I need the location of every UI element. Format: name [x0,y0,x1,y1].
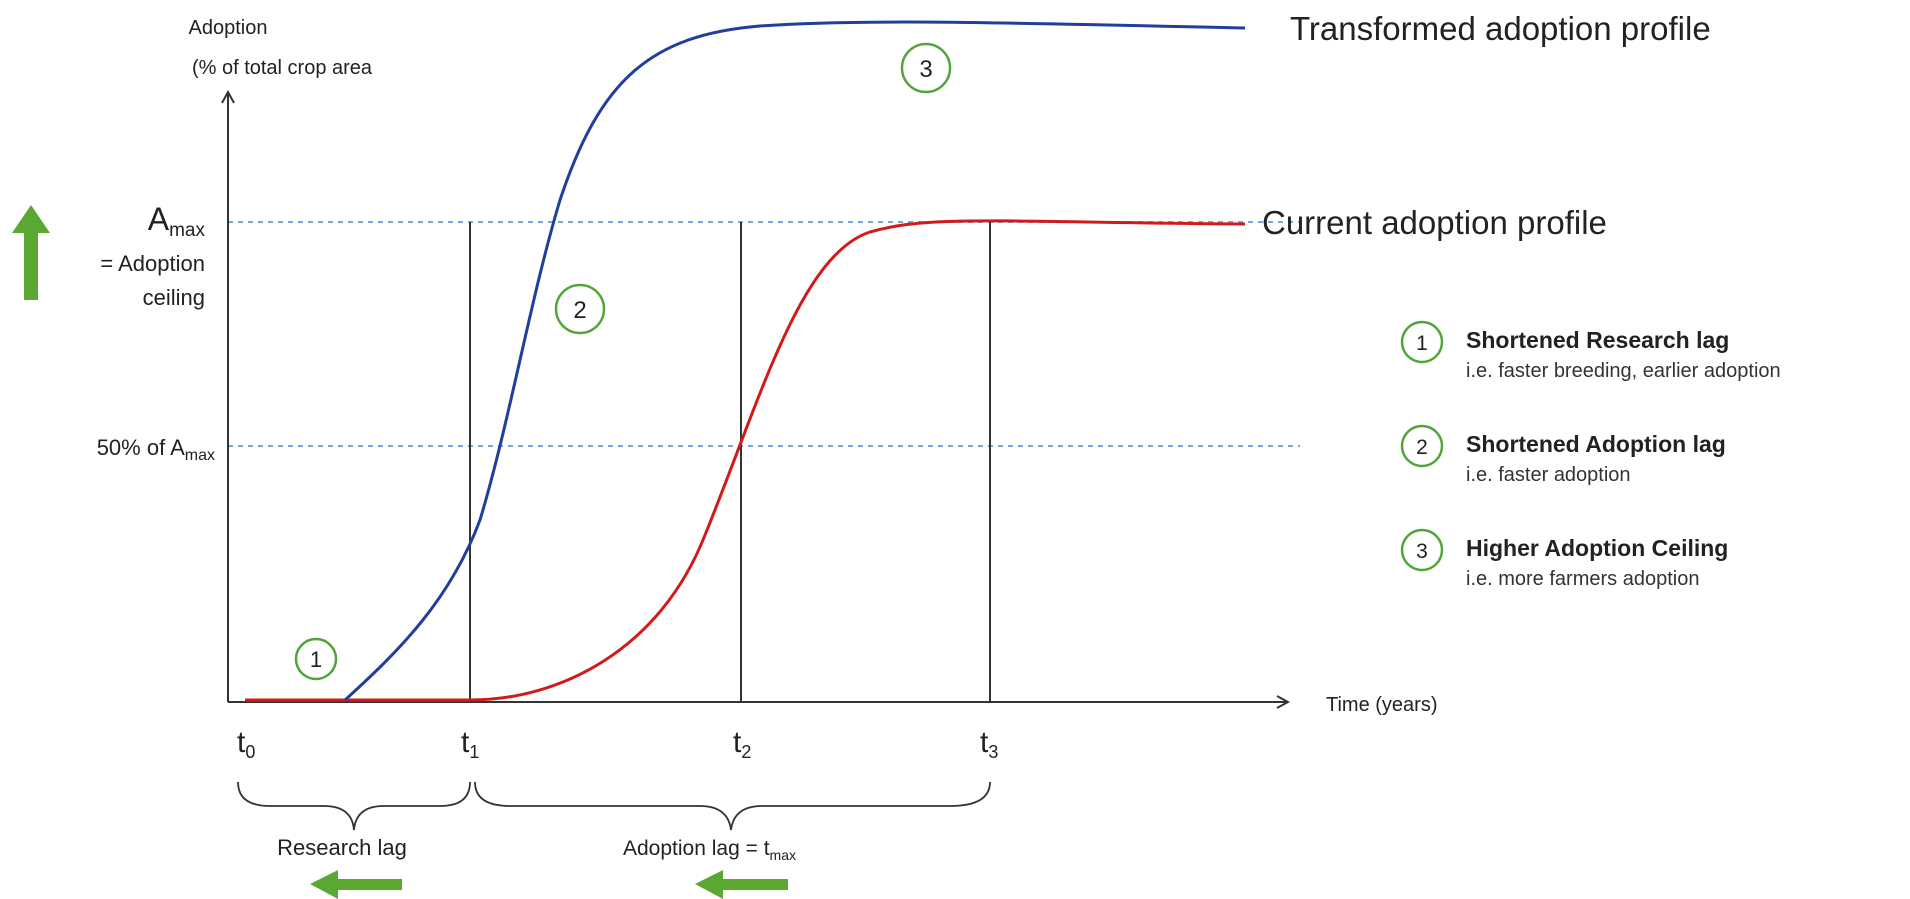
transformed-adoption-curve [343,20,1246,702]
tick-t0: t0 [237,726,255,762]
tick-t2: t2 [733,726,751,762]
tick-t1: t1 [461,726,479,762]
increase-ceiling-arrow [12,205,50,300]
legend-item-3: Higher Adoption Ceiling i.e. more farmer… [1466,534,1910,592]
legend-desc-2: i.e. faster adoption [1466,464,1631,486]
legend-title-2: Shortened Adoption lag [1466,431,1726,457]
shorten-adoption-lag-arrow [695,870,788,899]
legend-desc-3: i.e. more farmers adoption [1466,568,1700,590]
y-axis-title-line1: Adoption [189,17,268,39]
svg-text:3: 3 [1416,540,1428,563]
adoption-lag-brace [474,781,991,831]
transformed-profile-label: Transformed adoption profile [1290,10,1711,47]
current-profile-label: Current adoption profile [1262,204,1607,241]
x-axis-title: Time (years) [1326,694,1437,716]
legend-circle-3: 3 [1400,528,1444,572]
amax-desc-line2: ceiling [143,285,205,310]
svg-text:2: 2 [573,297,586,324]
research-lag-label: Research lag [277,835,407,860]
legend-title-3: Higher Adoption Ceiling [1466,535,1729,561]
current-adoption-curve [245,219,1246,702]
legend-title-1: Shortened Research lag [1466,327,1730,353]
svg-text:1: 1 [310,647,322,672]
shorten-research-lag-arrow [310,870,402,899]
svg-text:1: 1 [1416,332,1428,355]
marker-1: 1 [294,637,338,681]
y-axis-title-line2: (% of total crop area [192,57,373,79]
legend-item-1: Shortened Research lag i.e. faster breed… [1466,326,1910,384]
svg-text:2: 2 [1416,436,1428,459]
legend-circle-2: 2 [1400,424,1444,468]
tick-t3: t3 [980,726,998,762]
legend-desc-1: i.e. faster breeding, earlier adoption [1466,360,1781,382]
adoption-lag-label: Adoption lag = tmax [623,837,796,863]
amax-desc-line1: = Adoption [100,251,205,276]
legend-circle-1: 1 [1400,320,1444,364]
legend-item-2: Shortened Adoption lag i.e. faster adopt… [1466,430,1910,488]
amax-label: Amax [148,201,206,241]
svg-text:3: 3 [919,56,932,83]
half-amax-label: 50% of Amax [97,435,215,464]
marker-2: 2 [554,283,606,335]
research-lag-brace [237,781,471,831]
marker-3: 3 [900,42,952,94]
